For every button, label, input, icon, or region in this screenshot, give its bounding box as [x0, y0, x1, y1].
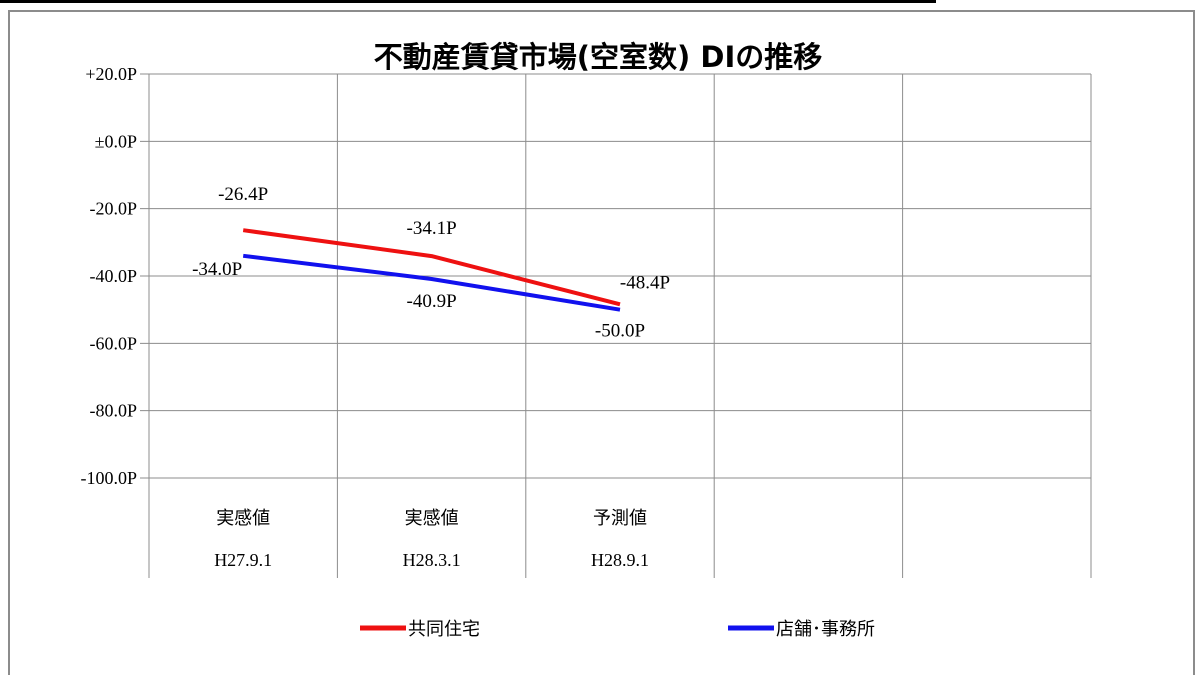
- category-date-2: H28.9.1: [591, 550, 649, 570]
- y-tick-label-6: -100.0P: [80, 468, 137, 488]
- category-date-0: H27.9.1: [214, 550, 272, 570]
- data-label-s0-2: -48.4P: [620, 272, 670, 293]
- category-label-2: 予測値: [593, 508, 647, 529]
- chart-title: 不動産賃貸市場(空室数) DIの推移: [374, 40, 822, 74]
- y-tick-label-0: +20.0P: [85, 64, 137, 84]
- data-label-s1-0: -34.0P: [192, 259, 242, 280]
- category-label-1: 実感値: [405, 508, 459, 529]
- series-line-1: [242, 253, 621, 312]
- data-label-s1-2: -50.0P: [595, 321, 645, 342]
- data-label-s0-0: -26.4P: [218, 184, 268, 205]
- data-label-s1-1: -40.9P: [407, 291, 457, 312]
- series: [242, 228, 621, 312]
- data-label-s0-1: -34.1P: [407, 218, 457, 239]
- series-line-0: [242, 228, 621, 307]
- y-axis-ticks: +20.0P ±0.0P -20.0P -40.0P -60.0P -80.0P -100.…: [80, 64, 137, 488]
- y-tick-label-2: -20.0P: [89, 199, 137, 219]
- legend-label-店舗事務所: 店舗･事務所: [776, 619, 875, 640]
- data-labels: -26.4P -34.1P -48.4P -34.0P -40.9P -50.0P: [192, 184, 670, 341]
- y-tick-label-3: -40.0P: [89, 266, 137, 286]
- y-tick-label-1: ±0.0P: [95, 131, 137, 151]
- x-axis-categories: 実感値 H27.9.1 実感値 H28.3.1 予測値 H28.9.1: [214, 508, 649, 570]
- legend: 共同住宅 店舗･事務所: [360, 619, 875, 640]
- category-label-0: 実感値: [216, 508, 270, 529]
- y-tick-label-4: -60.0P: [89, 333, 137, 353]
- legend-label-共同住宅: 共同住宅: [408, 619, 480, 640]
- grid: [140, 73, 1092, 578]
- category-date-1: H28.3.1: [403, 550, 461, 570]
- y-tick-label-5: -80.0P: [89, 401, 137, 421]
